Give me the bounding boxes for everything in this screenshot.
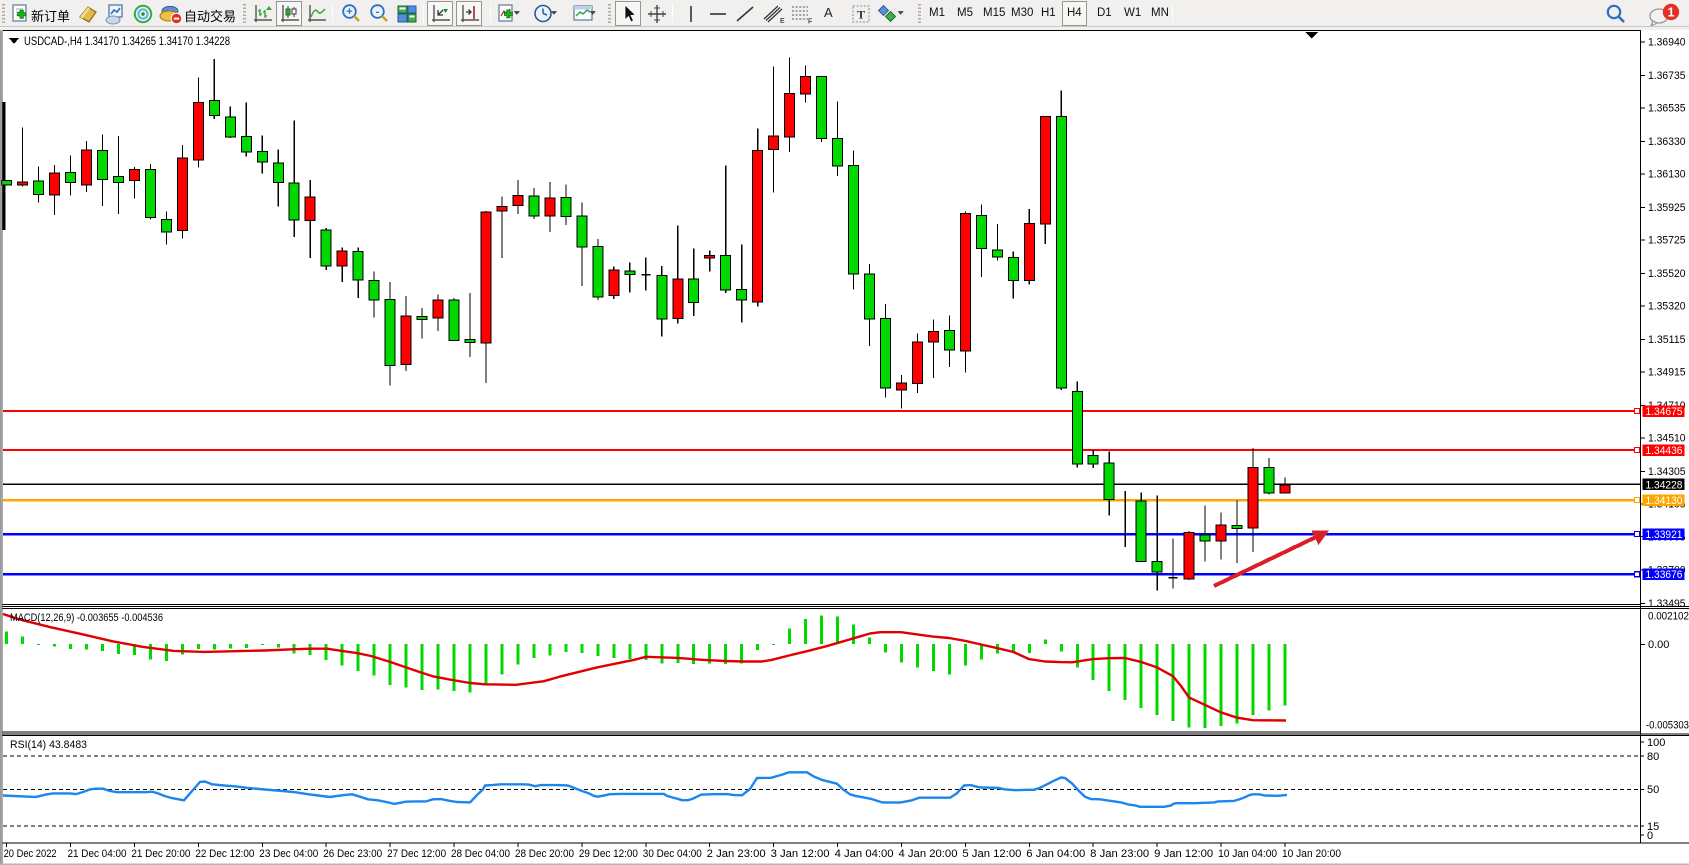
svg-text:1.34228: 1.34228 [1646,479,1683,491]
svg-text:27 Dec 12:00: 27 Dec 12:00 [387,848,446,860]
svg-text:5 Jan 12:00: 5 Jan 12:00 [962,848,1021,860]
svg-text:8 Jan 23:00: 8 Jan 23:00 [1090,848,1149,860]
svg-text:0: 0 [1647,830,1653,842]
svg-text:1.33921: 1.33921 [1646,529,1683,541]
svg-text:2 Jan 23:00: 2 Jan 23:00 [707,848,766,860]
svg-text:0.002102: 0.002102 [1648,611,1689,623]
svg-text:100: 100 [1647,737,1665,749]
svg-text:RSI(14) 43.8483: RSI(14) 43.8483 [10,739,87,751]
svg-text:E: E [780,18,785,25]
svg-text:10 Jan 04:00: 10 Jan 04:00 [1218,848,1277,860]
svg-text:-: - [376,6,380,18]
svg-text:50: 50 [1647,784,1659,796]
svg-text:1.36130: 1.36130 [1648,169,1686,181]
svg-text:1.33676: 1.33676 [1646,569,1683,581]
svg-text:0.00: 0.00 [1648,639,1669,651]
svg-text:USDCAD-,H4 1.34170 1.34265 1.: USDCAD-,H4 1.34170 1.34265 1.34170 1.342… [24,34,230,48]
svg-text:21 Dec 04:00: 21 Dec 04:00 [68,848,127,860]
svg-text:1.36940: 1.36940 [1648,37,1686,49]
svg-text:1.36535: 1.36535 [1648,103,1686,115]
svg-text:15: 15 [1647,821,1659,833]
svg-text:20 Dec 2022: 20 Dec 2022 [4,848,57,860]
svg-text:4 Jan 04:00: 4 Jan 04:00 [835,848,894,860]
svg-text:T: T [857,8,865,22]
svg-text:1.36735: 1.36735 [1648,70,1686,82]
svg-text:1.34305: 1.34305 [1648,466,1686,478]
svg-text:+: + [346,6,352,18]
svg-text:-0.005303: -0.005303 [1646,720,1689,732]
svg-text:1.35520: 1.35520 [1648,268,1686,280]
svg-text:6 Jan 04:00: 6 Jan 04:00 [1026,848,1085,860]
svg-text:1.33495: 1.33495 [1648,598,1686,610]
svg-text:9 Jan 12:00: 9 Jan 12:00 [1154,848,1213,860]
svg-text:80: 80 [1647,751,1659,763]
svg-text:1.34675: 1.34675 [1646,406,1683,418]
svg-text:28 Dec 04:00: 28 Dec 04:00 [451,848,510,860]
svg-text:23 Dec 04:00: 23 Dec 04:00 [259,848,318,860]
svg-text:1.34915: 1.34915 [1648,367,1686,379]
svg-text:1: 1 [1668,5,1675,19]
svg-text:1.35115: 1.35115 [1648,334,1686,346]
svg-text:30 Dec 04:00: 30 Dec 04:00 [643,848,702,860]
svg-text:1.35725: 1.35725 [1648,235,1686,247]
svg-text:1.34510: 1.34510 [1648,433,1686,445]
svg-text:1.34130: 1.34130 [1646,495,1683,507]
svg-text:1.34436: 1.34436 [1646,445,1683,457]
svg-text:F: F [808,19,812,26]
svg-text:1.35925: 1.35925 [1648,202,1686,214]
svg-text:22 Dec 12:00: 22 Dec 12:00 [195,848,254,860]
svg-text:4 Jan 20:00: 4 Jan 20:00 [899,848,958,860]
svg-text:MACD(12,26,9) -0.003655 -0.004: MACD(12,26,9) -0.003655 -0.004536 [10,612,163,624]
svg-text:28 Dec 20:00: 28 Dec 20:00 [515,848,574,860]
svg-text:1.36330: 1.36330 [1648,136,1686,148]
svg-text:29 Dec 12:00: 29 Dec 12:00 [579,848,638,860]
svg-text:21 Dec 20:00: 21 Dec 20:00 [131,848,190,860]
svg-text:1.35320: 1.35320 [1648,301,1686,313]
svg-text:3 Jan 12:00: 3 Jan 12:00 [771,848,830,860]
svg-text:26 Dec 23:00: 26 Dec 23:00 [323,848,382,860]
svg-text:10 Jan 20:00: 10 Jan 20:00 [1282,848,1341,860]
